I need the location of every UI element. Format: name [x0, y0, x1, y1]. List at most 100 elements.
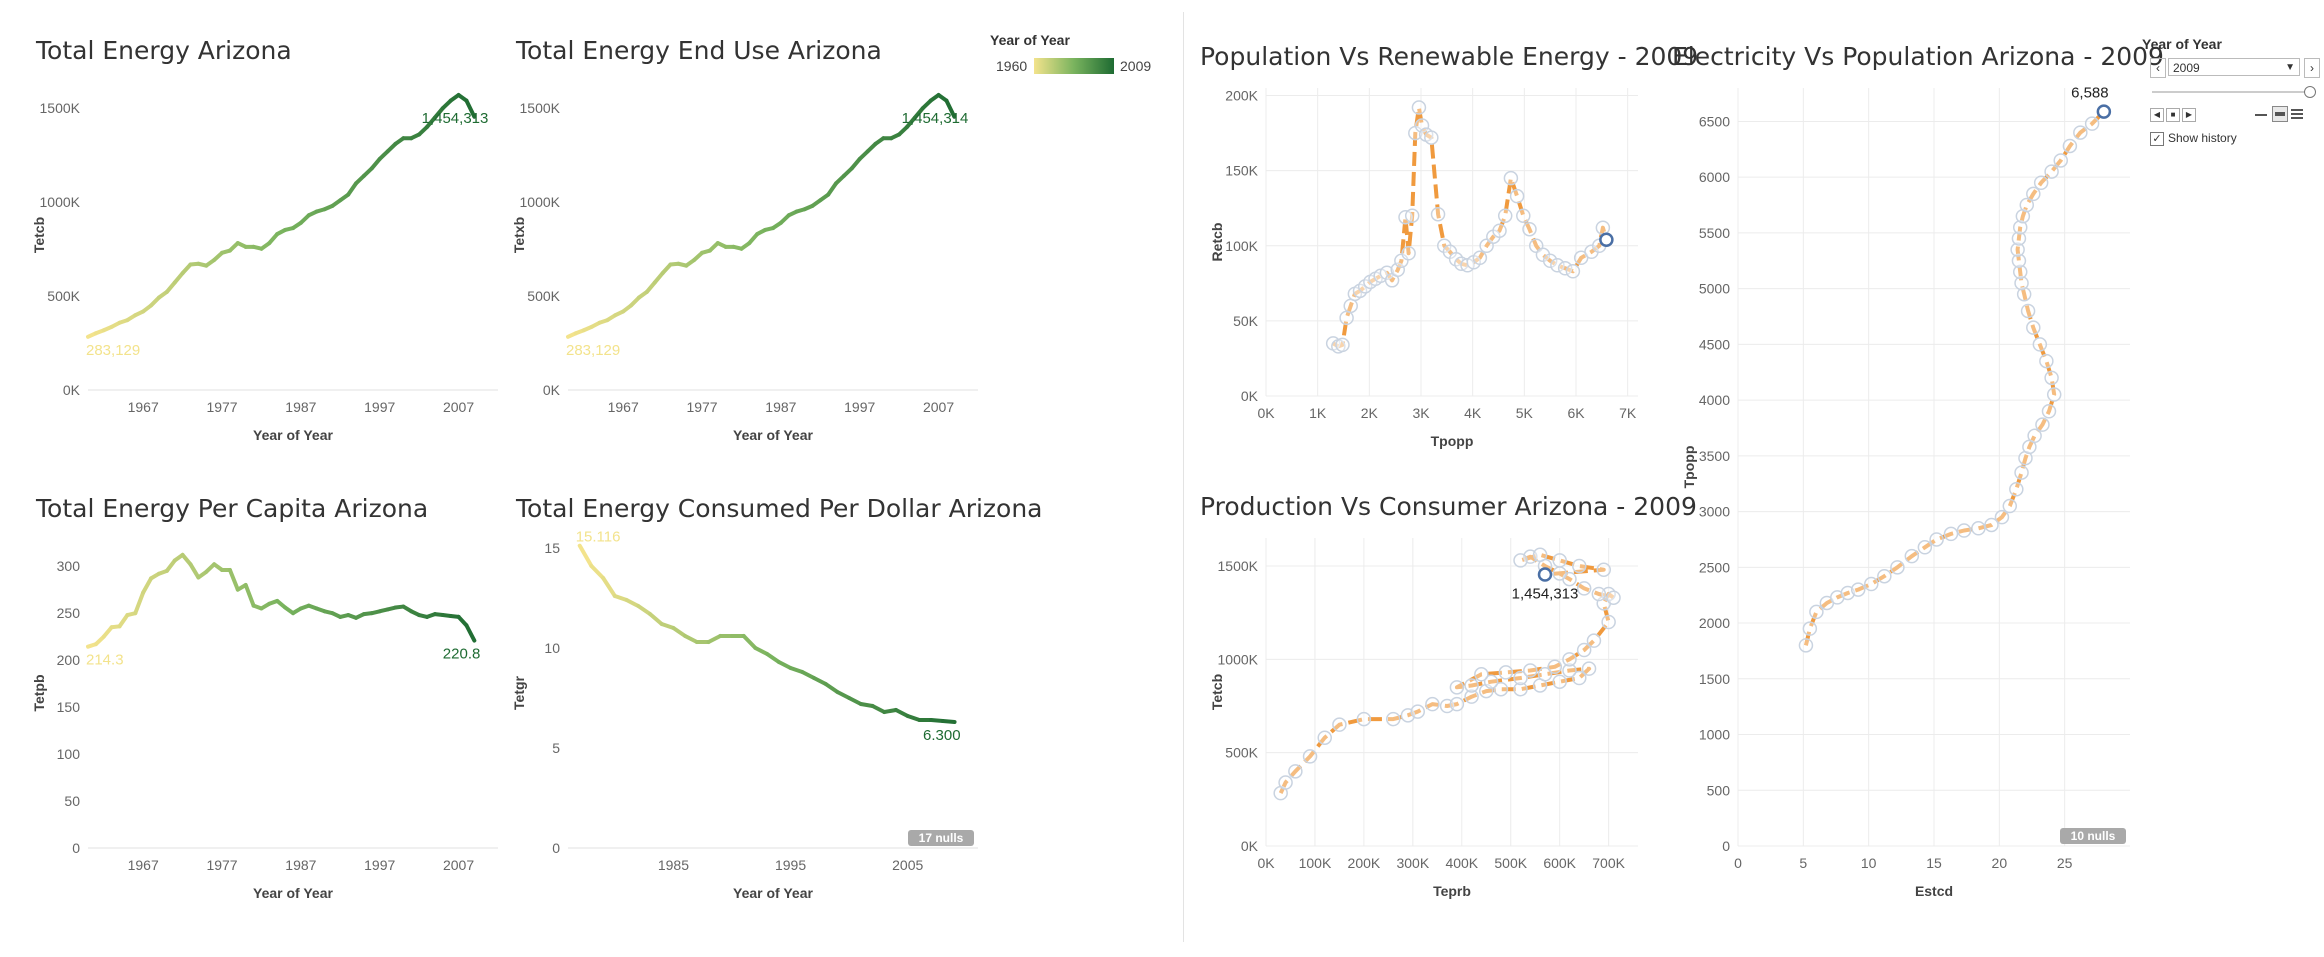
y-tick-label: 300: [57, 558, 81, 574]
history-point: [2044, 164, 2059, 179]
step-forward-button[interactable]: ▶: [2182, 108, 2196, 122]
line-segment: [644, 280, 657, 294]
chart-panel-per-capita: Total Energy Per Capita Arizona 0 50 100 15…: [30, 494, 510, 934]
history-point: [1971, 521, 1986, 536]
start-value-label: 283,129: [86, 342, 140, 359]
history-point: [1552, 674, 1567, 689]
year-slider-handle[interactable]: [2304, 86, 2316, 98]
y-tick-label: 5: [552, 740, 560, 756]
scatter-chart-elec-pop[interactable]: 0 500 1000 1500 2000 2500 3000 3500 4000 4500 5000…: [1668, 42, 2148, 932]
line-segment: [227, 567, 240, 592]
y-axis-title: Tetgr: [511, 675, 527, 710]
history-point: [1464, 678, 1479, 693]
history-point: [1595, 220, 1611, 235]
chevron-left-icon: ‹: [2156, 61, 2160, 75]
x-tick-label: 1967: [608, 399, 639, 415]
history-point: [2041, 404, 2057, 419]
history-point: [1994, 509, 2010, 525]
line-segment: [188, 562, 201, 580]
y-tick-label: 500K: [47, 288, 80, 304]
highlighted-point: [1599, 232, 1614, 247]
x-axis-title: Estcd: [1915, 883, 1953, 899]
line-chart-end-use[interactable]: 0K 500K 1000K 1500K 1967 1977 1987 1997 2007 Year…: [510, 36, 990, 476]
history-point: [1483, 674, 1499, 689]
line-segment: [849, 156, 862, 171]
speed-medium-button[interactable]: [2272, 106, 2288, 122]
y-tick-label: 0K: [63, 382, 81, 398]
scatter-chart-prod-cons[interactable]: 0K 500K 1000K 1500K 0K 100K 200K 300K 400K 500K 60…: [1196, 492, 1656, 932]
history-point: [1472, 250, 1488, 266]
history-point: [1317, 730, 1332, 745]
line-segment: [776, 660, 793, 670]
y-tick-label: 100: [57, 746, 81, 762]
x-tick-label: 5K: [1516, 405, 1534, 421]
history-point: [2084, 116, 2100, 131]
x-axis-title: Year of Year: [733, 427, 813, 443]
y-tick-label: 200: [57, 652, 81, 668]
y-tick-label: 5500: [1699, 225, 1730, 241]
speed-slow-button[interactable]: [2254, 108, 2268, 120]
y-tick-label: 1000K: [520, 194, 561, 210]
history-point: [1474, 667, 1489, 682]
y-tick-label: 0: [552, 840, 560, 856]
year-slider-track[interactable]: [2152, 91, 2310, 93]
history-point: [1565, 264, 1581, 279]
y-tick-label: 1000K: [1218, 651, 1259, 667]
x-tick-label: 1967: [128, 399, 159, 415]
line-segment: [101, 625, 114, 639]
chart-title: Total Energy End Use Arizona: [516, 36, 882, 65]
y-tick-label: 1500K: [520, 100, 561, 116]
line-chart-total-energy[interactable]: 0K 500K 1000K 1500K 1967 1977 1987 1997 2007 Year…: [30, 36, 510, 476]
y-tick-label: 1500: [1699, 671, 1730, 687]
x-tick-label: 4K: [1464, 405, 1482, 421]
speed-fast-button[interactable]: [2290, 108, 2304, 120]
x-tick-label: 1985: [658, 857, 689, 873]
history-point: [1576, 642, 1592, 658]
next-year-button[interactable]: ›: [2304, 58, 2320, 78]
y-tick-label: 0K: [1241, 388, 1259, 404]
y-tick-label: 15: [544, 540, 560, 556]
line-chart-per-dollar[interactable]: 0 5 10 15 1985 1995 2005 Year of Year Tetgr 15.11…: [510, 494, 990, 934]
x-tick-label: 0K: [1257, 405, 1275, 421]
x-axis-title: Teprb: [1433, 883, 1471, 899]
year-dropdown-value: 2009: [2173, 61, 2200, 75]
stop-button[interactable]: ■: [2166, 108, 2180, 122]
line-segment: [706, 634, 723, 644]
scatter-chart-pop-renew[interactable]: 0K 50K 100K 150K 200K 0K 1K 2K 3K 4K 5K 6K 7K Tpopp Re…: [1196, 42, 1656, 482]
step-forward-icon: ▶: [2185, 110, 2193, 119]
history-point: [1513, 553, 1528, 568]
year-dropdown[interactable]: 2009 ▼: [2168, 58, 2300, 76]
y-axis-title: Tetxb: [511, 217, 527, 253]
x-tick-label: 15: [1926, 855, 1942, 871]
x-tick-label: 700K: [1592, 855, 1625, 871]
history-point: [1513, 681, 1528, 697]
x-tick-label: 25: [2057, 855, 2073, 871]
step-back-button[interactable]: ◀: [2150, 108, 2164, 122]
line-chart-per-capita[interactable]: 0 50 100 150 200 250 300 1967 1977 1987 1997 2007 Ye…: [30, 494, 510, 934]
x-tick-label: 1977: [686, 399, 717, 415]
show-history-checkbox[interactable]: ✓: [2150, 132, 2164, 146]
history-point: [1576, 581, 1592, 596]
y-tick-label: 0K: [543, 382, 561, 398]
chart-title: Population Vs Renewable Energy - 2009: [1200, 42, 1699, 71]
history-point: [1562, 652, 1577, 667]
prev-year-button[interactable]: ‹: [2150, 58, 2166, 78]
x-tick-label: 0: [1734, 855, 1742, 871]
line-segment: [800, 670, 816, 680]
history-point: [1339, 310, 1354, 326]
x-axis-title: Tpopp: [1431, 433, 1474, 449]
start-value-label: 15.116: [576, 529, 621, 546]
chart-panel-per-dollar: Total Energy Consumed Per Dollar Arizona…: [510, 494, 1043, 934]
y-tick-label: 150K: [1225, 163, 1258, 179]
chart-panel-prod-cons: Production Vs Consumer Arizona - 2009 0K…: [1196, 492, 1697, 932]
history-point: [2032, 337, 2048, 352]
history-point: [1572, 558, 1587, 574]
end-value-label: 1,454,314: [902, 110, 969, 127]
line-segment: [847, 696, 863, 706]
y-tick-label: 6000: [1699, 169, 1730, 185]
line-segment: [243, 582, 256, 608]
chart-title: Production Vs Consumer Arizona - 2009: [1200, 492, 1697, 521]
y-tick-label: 1500K: [1218, 558, 1259, 574]
line-segment: [788, 666, 805, 674]
dashboard-divider: [1183, 12, 1184, 942]
